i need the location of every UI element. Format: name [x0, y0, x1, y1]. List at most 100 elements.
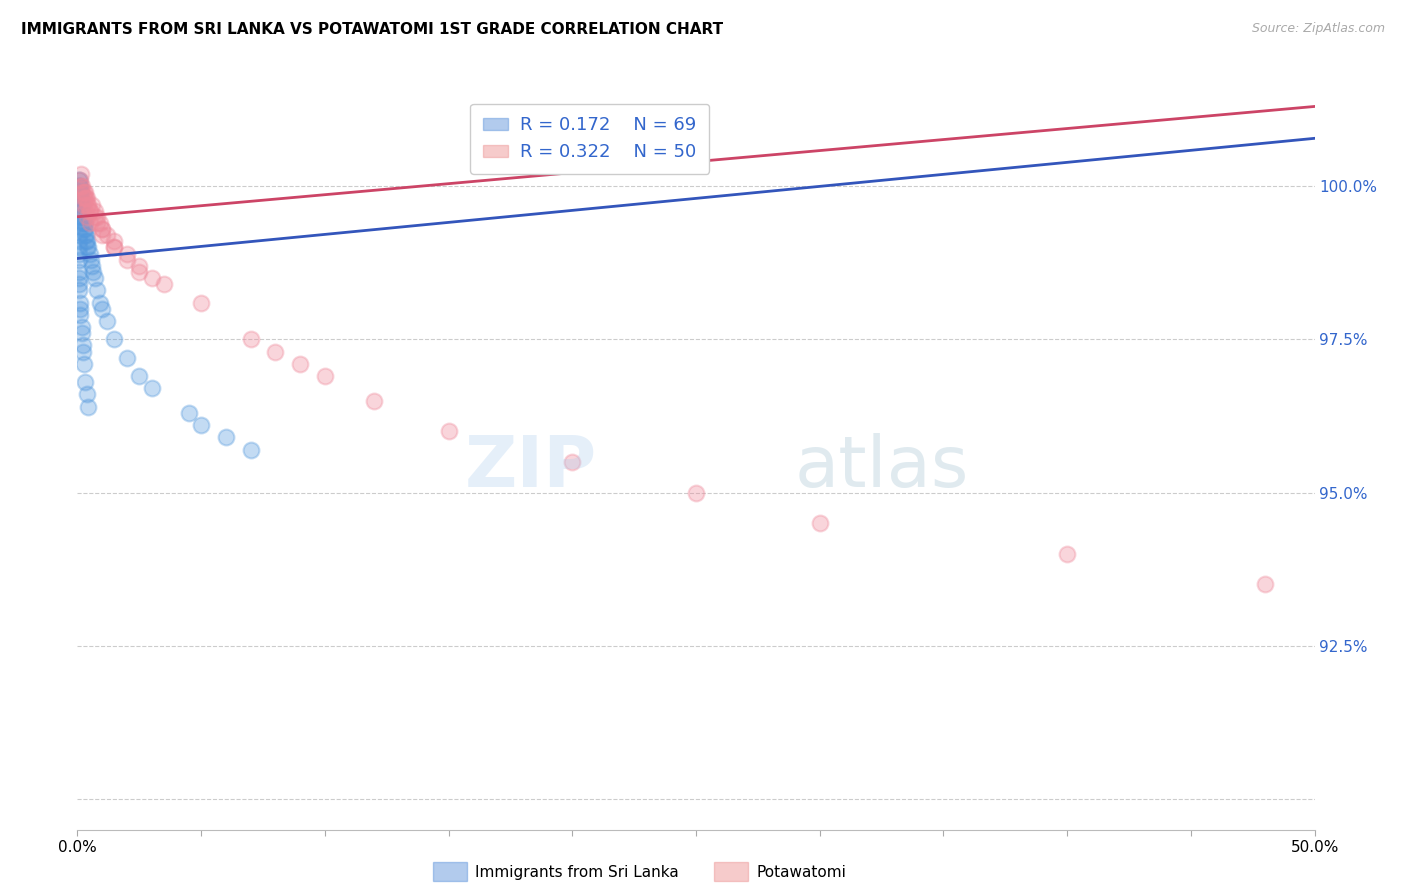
Point — [96, 228, 118, 243]
Point — [103, 240, 125, 254]
Point — [79, 246, 101, 260]
Point — [72, 179, 94, 194]
Point — [86, 283, 108, 297]
Point — [288, 357, 311, 371]
Point — [67, 173, 90, 187]
Point — [808, 516, 831, 531]
Point — [69, 191, 91, 205]
Point — [363, 393, 385, 408]
Point — [67, 179, 90, 194]
Point — [70, 167, 93, 181]
Point — [141, 271, 163, 285]
Point — [239, 442, 262, 457]
Point — [314, 369, 336, 384]
Point — [128, 369, 150, 384]
Point — [69, 179, 91, 194]
Y-axis label: 1st Grade: 1st Grade — [0, 415, 7, 491]
Point — [75, 234, 97, 248]
Point — [73, 222, 96, 236]
Point — [70, 191, 93, 205]
Point — [67, 277, 90, 292]
Point — [1056, 547, 1078, 561]
Point — [437, 424, 460, 438]
Point — [67, 173, 90, 187]
Point — [72, 210, 94, 224]
Point — [128, 265, 150, 279]
Point — [89, 295, 111, 310]
Point — [76, 191, 98, 205]
Point — [67, 179, 90, 194]
Point — [73, 191, 96, 205]
Point — [239, 332, 262, 346]
Point — [86, 216, 108, 230]
Point — [75, 375, 97, 389]
Text: IMMIGRANTS FROM SRI LANKA VS POTAWATOMI 1ST GRADE CORRELATION CHART: IMMIGRANTS FROM SRI LANKA VS POTAWATOMI … — [21, 22, 723, 37]
Point — [70, 197, 93, 211]
Point — [69, 308, 91, 322]
Point — [72, 344, 94, 359]
Point — [73, 357, 96, 371]
Point — [91, 222, 114, 236]
Point — [72, 203, 94, 218]
Point — [70, 203, 93, 218]
Point — [75, 191, 97, 205]
Point — [83, 210, 105, 224]
Point — [69, 295, 91, 310]
Point — [70, 326, 93, 341]
Point — [141, 381, 163, 395]
Point — [72, 197, 94, 211]
Point — [75, 228, 97, 243]
Point — [67, 246, 90, 260]
Text: Immigrants from Sri Lanka: Immigrants from Sri Lanka — [475, 865, 679, 880]
Point — [91, 228, 114, 243]
Point — [69, 197, 91, 211]
Point — [73, 228, 96, 243]
Text: Potawatomi: Potawatomi — [756, 865, 846, 880]
Point — [103, 234, 125, 248]
Point — [264, 344, 287, 359]
Point — [67, 240, 90, 254]
Point — [70, 320, 93, 334]
Point — [67, 234, 90, 248]
Point — [76, 210, 98, 224]
Point — [72, 222, 94, 236]
Point — [82, 197, 104, 211]
Point — [67, 271, 90, 285]
Point — [70, 186, 93, 200]
Point — [70, 179, 93, 194]
Legend: R = 0.172    N = 69, R = 0.322    N = 50: R = 0.172 N = 69, R = 0.322 N = 50 — [470, 103, 710, 174]
Point — [1254, 577, 1277, 591]
Point — [72, 197, 94, 211]
Text: ZIP: ZIP — [465, 434, 598, 502]
Point — [96, 314, 118, 328]
Point — [82, 259, 104, 273]
Point — [76, 240, 98, 254]
Point — [76, 197, 98, 211]
Point — [215, 430, 238, 444]
Point — [72, 216, 94, 230]
Point — [91, 301, 114, 316]
Point — [69, 186, 91, 200]
Point — [115, 246, 138, 260]
Point — [190, 295, 212, 310]
Point — [67, 252, 90, 267]
Point — [67, 283, 90, 297]
Point — [72, 216, 94, 230]
Point — [80, 252, 103, 267]
Point — [190, 418, 212, 433]
Point — [70, 210, 93, 224]
Point — [83, 271, 105, 285]
Point — [79, 216, 101, 230]
Point — [69, 173, 91, 187]
Point — [128, 259, 150, 273]
Point — [69, 186, 91, 200]
Point — [67, 186, 90, 200]
Point — [77, 197, 100, 211]
Point — [177, 406, 200, 420]
Point — [76, 387, 98, 401]
Point — [76, 234, 98, 248]
Point — [72, 186, 94, 200]
Point — [73, 203, 96, 218]
Point — [103, 332, 125, 346]
Point — [67, 228, 90, 243]
